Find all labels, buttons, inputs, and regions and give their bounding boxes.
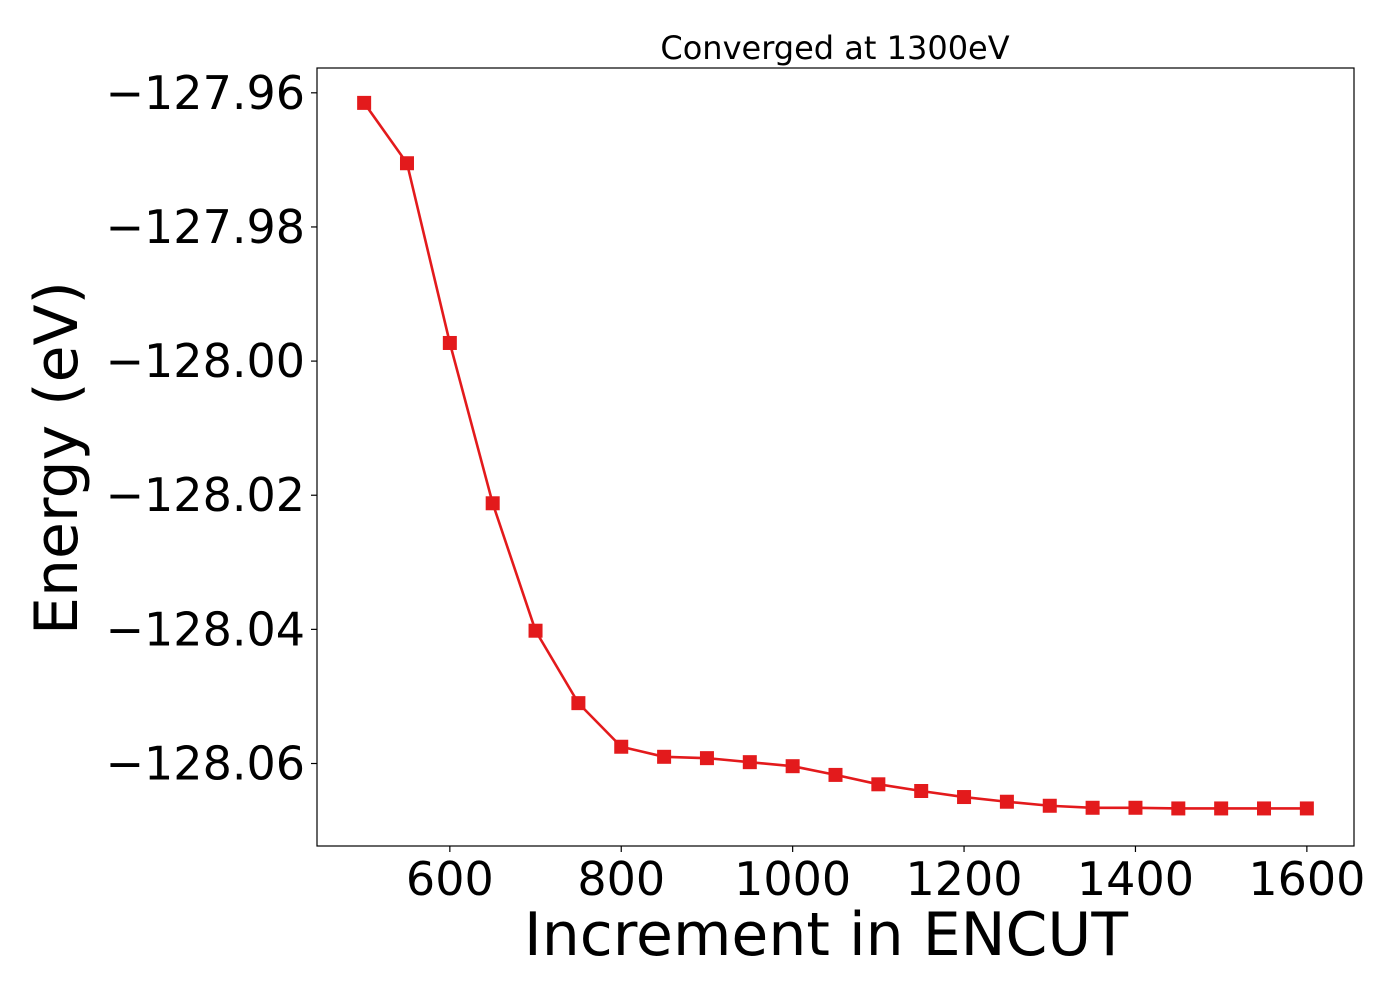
chart-title: Converged at 1300eV bbox=[660, 29, 1009, 67]
x-axis-ticks: 600 800 1000 1200 1400 1600 bbox=[406, 846, 1365, 906]
series-layer bbox=[357, 95, 1314, 816]
data-point-marker bbox=[1257, 801, 1272, 816]
data-point-marker bbox=[1214, 801, 1229, 816]
x-tick-label: 1400 bbox=[1077, 852, 1194, 906]
y-tick-label: −128.04 bbox=[106, 602, 306, 656]
x-tick-label: 800 bbox=[577, 852, 665, 906]
data-point-marker bbox=[1085, 800, 1100, 815]
x-tick-label: 600 bbox=[406, 852, 494, 906]
data-point-marker bbox=[699, 751, 714, 766]
data-point-marker bbox=[914, 784, 929, 798]
data-point-marker bbox=[614, 739, 629, 754]
y-axis-label: Energy (eV) bbox=[22, 281, 92, 635]
data-point-marker bbox=[528, 623, 543, 638]
data-point-marker bbox=[1042, 798, 1057, 813]
plot-frame bbox=[316, 67, 1355, 847]
data-point-marker bbox=[1128, 800, 1143, 815]
y-axis-ticks: −127.96 −127.98 −128.00 −128.02 −128.04 −128.… bbox=[106, 66, 317, 791]
data-point-marker bbox=[785, 759, 800, 774]
data-point-marker bbox=[1299, 801, 1314, 816]
y-tick-label: −128.06 bbox=[106, 737, 306, 791]
data-point-marker bbox=[742, 755, 757, 770]
data-point-marker bbox=[1171, 801, 1186, 816]
data-point-marker bbox=[399, 156, 414, 171]
y-tick-label: −128.00 bbox=[106, 334, 306, 388]
data-point-marker bbox=[357, 95, 372, 110]
data-point-marker bbox=[828, 767, 843, 782]
plot-area bbox=[317, 68, 1354, 846]
data-point-marker bbox=[871, 777, 886, 792]
y-tick-label: −128.02 bbox=[106, 468, 306, 522]
data-point-marker bbox=[571, 696, 586, 711]
x-tick-label: 1600 bbox=[1248, 852, 1365, 906]
x-tick-label: 1000 bbox=[734, 852, 851, 906]
x-tick-label: 1200 bbox=[906, 852, 1023, 906]
data-point-marker bbox=[957, 790, 972, 805]
y-tick-label: −127.96 bbox=[106, 66, 306, 120]
data-point-marker bbox=[442, 335, 457, 350]
data-point-marker bbox=[657, 749, 672, 764]
data-point-marker bbox=[999, 794, 1014, 809]
data-point-marker bbox=[485, 496, 500, 511]
y-tick-label: −127.98 bbox=[106, 200, 306, 254]
x-axis-label: Increment in ENCUT bbox=[524, 900, 1128, 970]
